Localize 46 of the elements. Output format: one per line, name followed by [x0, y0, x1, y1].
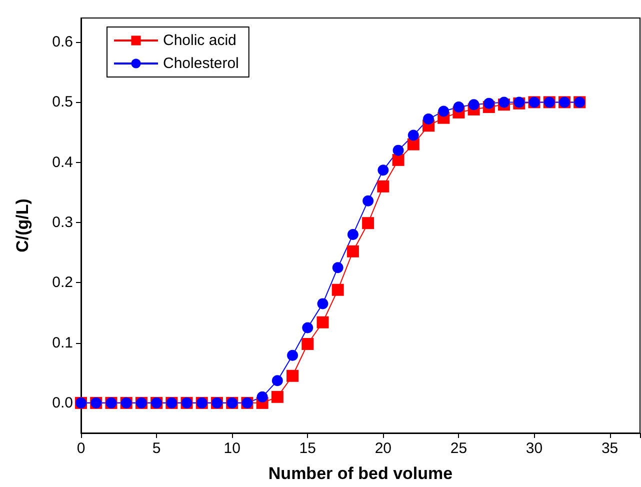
point [408, 130, 419, 141]
x-tick-label: 15 [299, 440, 316, 457]
point [498, 96, 510, 108]
point [423, 114, 434, 125]
point [483, 98, 494, 109]
y-tick-label: 0.5 [52, 94, 73, 111]
point [407, 138, 420, 150]
x-tick-label: 5 [152, 440, 161, 457]
x-tick-label: 0 [76, 440, 86, 457]
y-tick-label: 0.3 [52, 214, 73, 231]
point [392, 154, 404, 166]
point [377, 180, 390, 192]
y-tick-label: 0.0 [52, 394, 73, 412]
point [332, 262, 344, 274]
point [392, 144, 404, 156]
point [378, 164, 389, 176]
y-tick-label: 0.6 [52, 34, 73, 51]
y-axis-title: C/(g/L) [13, 198, 32, 252]
legend-label: Cholesterol [163, 55, 239, 72]
point [256, 391, 268, 402]
point [271, 390, 284, 403]
point [347, 229, 358, 240]
point [468, 99, 480, 110]
legend-label: Cholic acid [163, 32, 236, 49]
x-tick-label: 25 [450, 440, 468, 457]
x-tick-label: 30 [526, 440, 543, 457]
point [272, 375, 283, 386]
y-tick-label: 0.2 [52, 274, 73, 292]
point [346, 245, 359, 258]
point [287, 350, 298, 361]
x-tick-label: 10 [224, 440, 240, 457]
point [453, 102, 464, 113]
point [286, 370, 299, 382]
point [317, 298, 328, 310]
point [362, 195, 374, 206]
y-tick-label: 0.1 [52, 334, 73, 352]
point [438, 106, 450, 117]
y-tick-label: 0.4 [52, 154, 73, 171]
point [302, 338, 314, 350]
x-tick-label: 20 [374, 440, 392, 457]
point [362, 217, 374, 230]
point [332, 284, 344, 296]
x-tick-label: 35 [601, 440, 618, 457]
point [316, 316, 329, 328]
point [302, 322, 314, 334]
x-axis-title: Number of bed volume [268, 464, 453, 483]
